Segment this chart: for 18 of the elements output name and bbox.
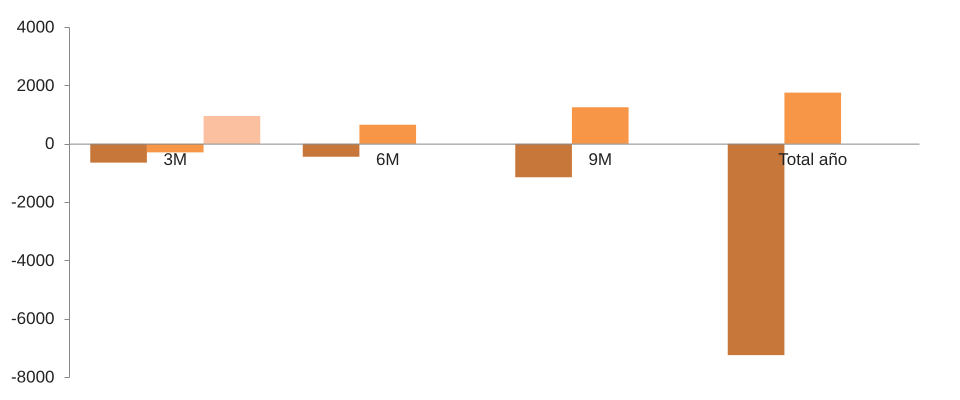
y-tick-label: -2000	[11, 192, 54, 212]
bar	[146, 144, 204, 152]
bar	[784, 92, 842, 144]
bar	[204, 116, 260, 144]
x-tick-label: 3M	[163, 150, 188, 170]
y-tick-label: -8000	[11, 368, 54, 386]
bar	[90, 144, 147, 163]
bar	[515, 144, 572, 178]
bar	[302, 144, 360, 157]
x-tick-label: 6M	[376, 150, 400, 170]
bar	[359, 124, 416, 144]
y-tick-label: 4000	[16, 18, 54, 36]
y-tick-label: -4000	[11, 250, 54, 270]
y-tick-label: 2000	[16, 76, 54, 95]
x-tick-label: 9M	[588, 150, 612, 170]
bar	[572, 107, 629, 144]
y-tick-label: 0	[45, 134, 54, 154]
y-tick-label: -6000	[11, 309, 54, 328]
